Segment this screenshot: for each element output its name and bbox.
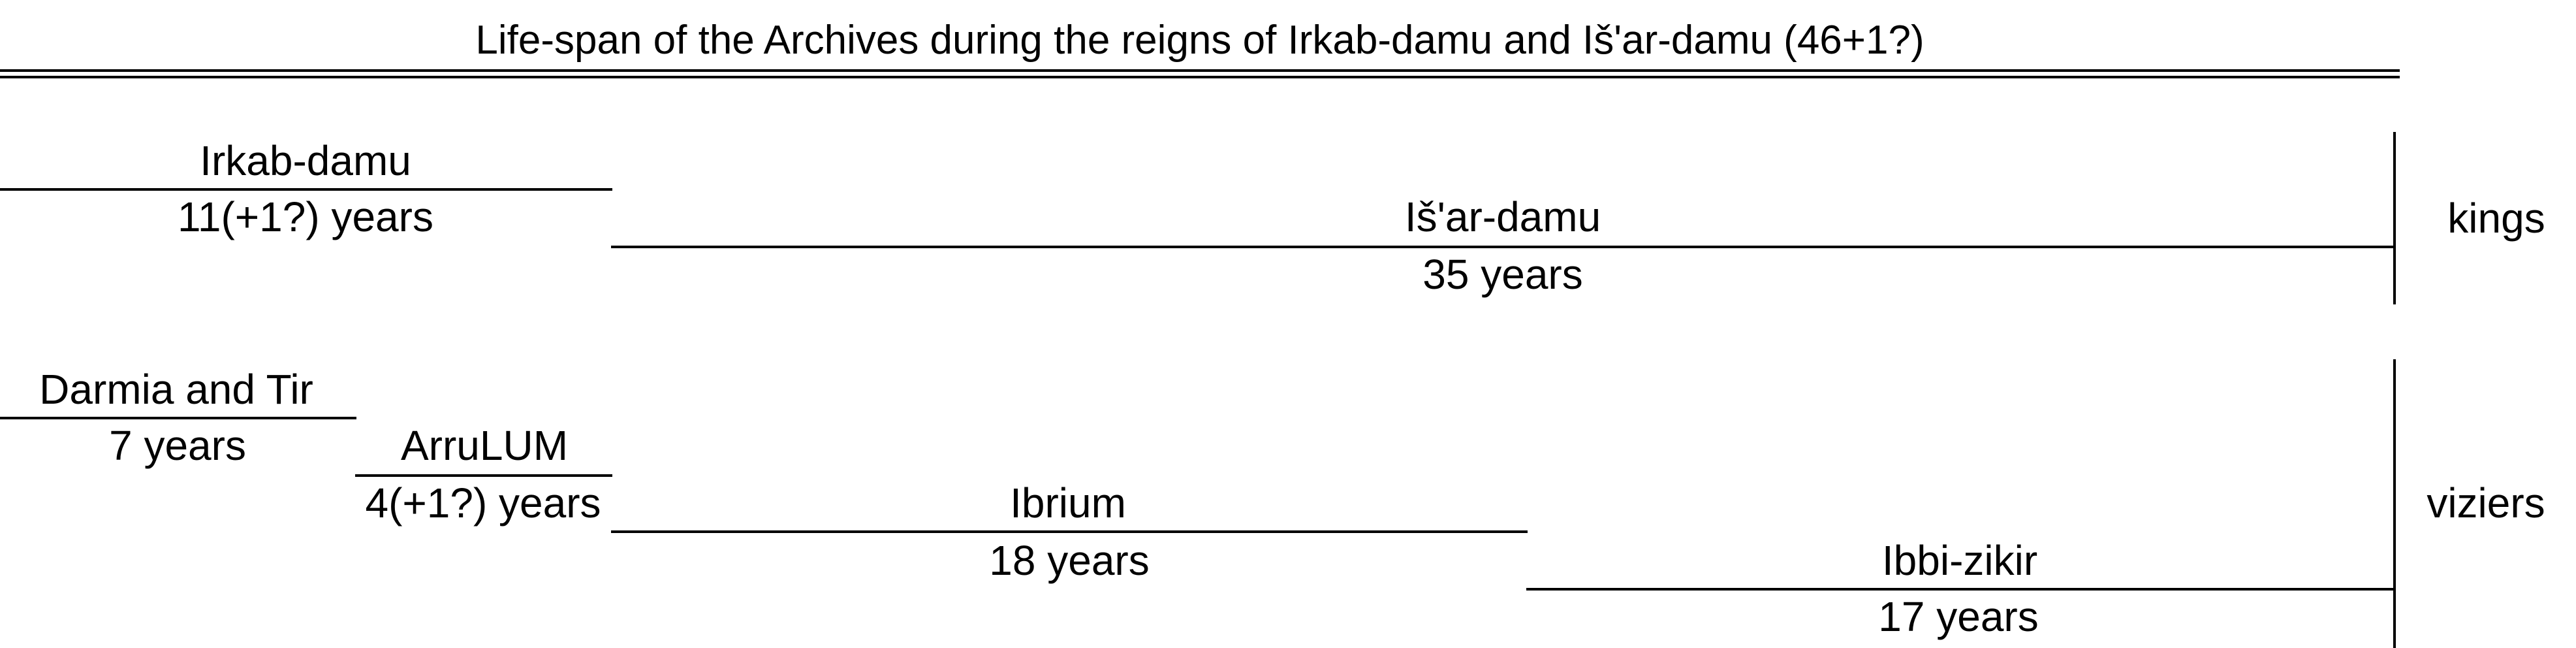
vizier-arrulum-name: ArruLUM xyxy=(400,422,569,469)
vizier-arrulum-bar xyxy=(355,474,612,477)
vizier-ibbi-zikir-duration: 17 years xyxy=(1878,593,2039,640)
king-irkab-damu-duration: 11(+1?) years xyxy=(178,193,433,240)
diagram-title: Life-span of the Archives during the rei… xyxy=(475,18,1924,63)
kings-group-label: kings xyxy=(2447,195,2545,242)
viziers-bracket-line xyxy=(2393,359,2396,648)
vizier-ibbi-zikir-bar xyxy=(1526,588,2396,591)
king-ishar-damu-name: Iš'ar-damu xyxy=(1404,193,1601,240)
vizier-ibrium-name: Ibrium xyxy=(1010,479,1126,526)
vizier-darmia-tir-duration: 7 years xyxy=(109,422,246,469)
vizier-ibrium-duration: 18 years xyxy=(989,537,1150,584)
king-ishar-damu-duration: 35 years xyxy=(1422,251,1583,298)
king-ishar-damu-bar xyxy=(611,246,2396,248)
title-underline-bottom xyxy=(0,76,2400,78)
king-irkab-damu-name: Irkab-damu xyxy=(200,137,411,184)
viziers-group-label: viziers xyxy=(2427,479,2545,526)
vizier-ibrium-bar xyxy=(611,530,1528,533)
kings-bracket-line xyxy=(2393,132,2396,304)
vizier-arrulum-duration: 4(+1?) years xyxy=(365,479,601,526)
king-irkab-damu-bar xyxy=(0,188,612,191)
vizier-darmia-tir-bar xyxy=(0,417,356,419)
title-underline-top xyxy=(0,69,2400,72)
vizier-ibbi-zikir-name: Ibbi-zikir xyxy=(1881,537,2038,584)
vizier-darmia-tir-name: Darmia and Tir xyxy=(39,366,313,413)
